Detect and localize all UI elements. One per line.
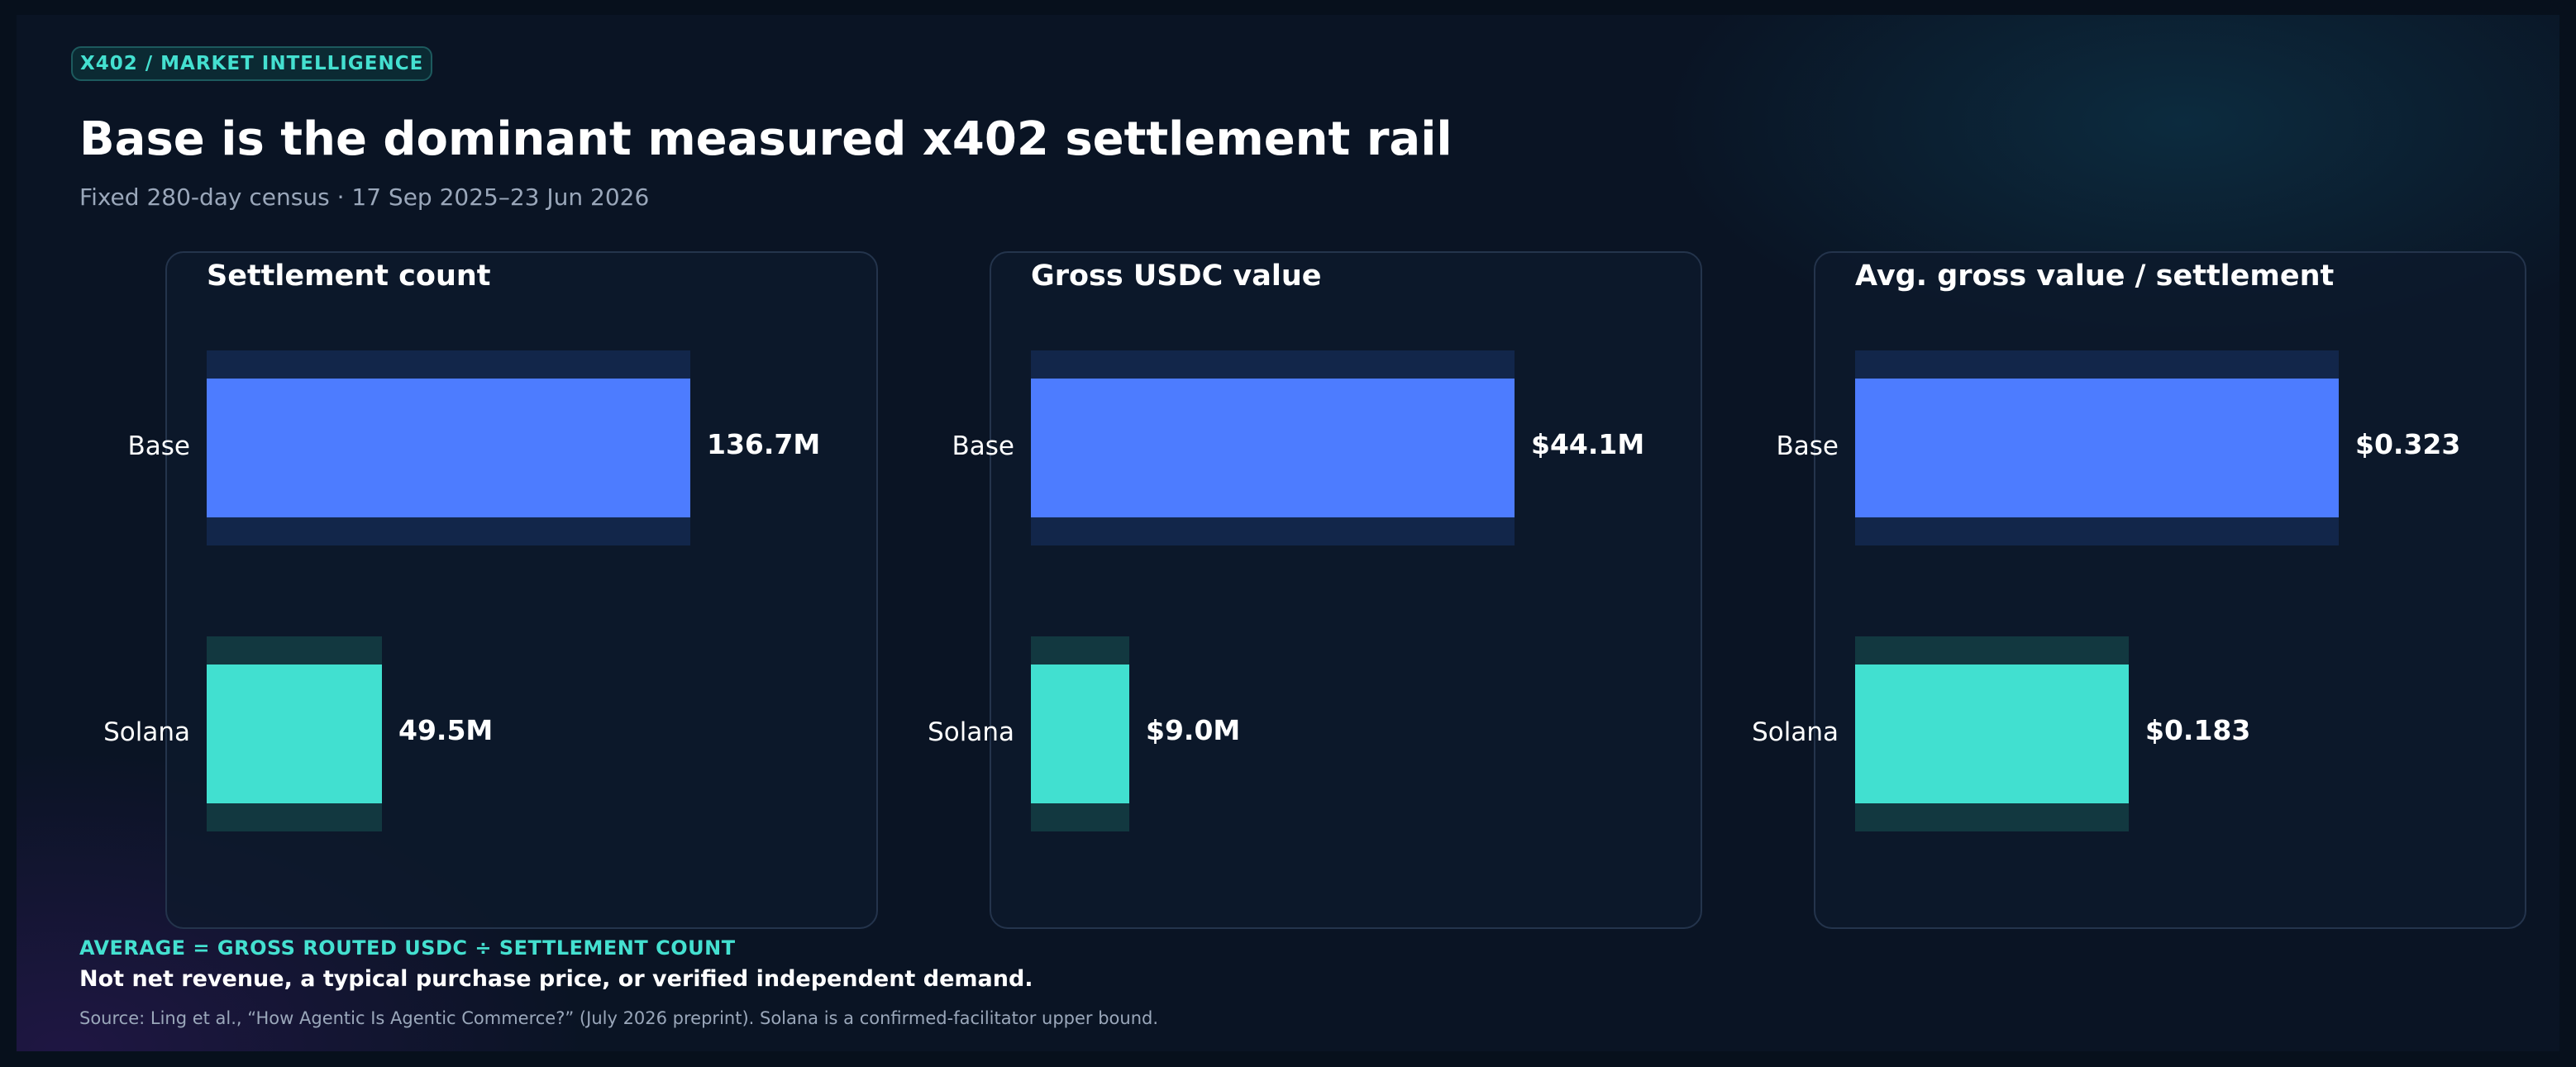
category-label-solana: Solana: [103, 717, 190, 747]
bar-base: [1031, 379, 1515, 517]
chart-title: Gross USDC value: [1031, 260, 1322, 293]
category-label-solana: Solana: [1752, 717, 1839, 747]
category-label-solana: Solana: [928, 717, 1014, 747]
section-kicker: X402 / MARKET INTELLIGENCE: [71, 46, 433, 81]
category-label-base: Base: [1776, 431, 1839, 461]
chart-panel-avg-value: Avg. gross value / settlement Base $0.323…: [1752, 251, 2526, 929]
chart-panel-gross-usdc: Gross USDC value Base $44.1M Solana $9.0M: [928, 251, 1702, 929]
formula-note: AVERAGE = GROSS ROUTED USDC ÷ SETTLEMENT…: [79, 936, 736, 960]
bar-base: [207, 379, 690, 517]
disclaimer-note: Not net revenue, a typical purchase pric…: [79, 966, 1033, 992]
bar-solana: [1031, 664, 1129, 803]
page-title: Base is the dominant measured x402 settl…: [79, 112, 1453, 166]
chart-title: Avg. gross value / settlement: [1855, 260, 2335, 293]
data-label-base: $44.1M: [1531, 428, 1645, 460]
page-subtitle: Fixed 280-day census · 17 Sep 2025–23 Ju…: [79, 183, 650, 211]
data-label-solana: 49.5M: [398, 714, 494, 746]
bar-solana: [207, 664, 382, 803]
data-label-solana: $0.183: [2145, 714, 2251, 746]
bar-base: [1855, 379, 2339, 517]
bar-solana: [1855, 664, 2129, 803]
category-label-base: Base: [952, 431, 1015, 461]
category-label-base: Base: [127, 431, 191, 461]
chart-panel-settlement-count: Settlement count Base 136.7M Solana 49.5M: [103, 251, 878, 929]
chart-title: Settlement count: [207, 260, 491, 293]
data-label-base: 136.7M: [707, 428, 821, 460]
data-label-base: $0.323: [2355, 428, 2461, 460]
data-label-solana: $9.0M: [1146, 714, 1241, 746]
source-note: Source: Ling et al., “How Agentic Is Age…: [79, 1008, 1159, 1028]
